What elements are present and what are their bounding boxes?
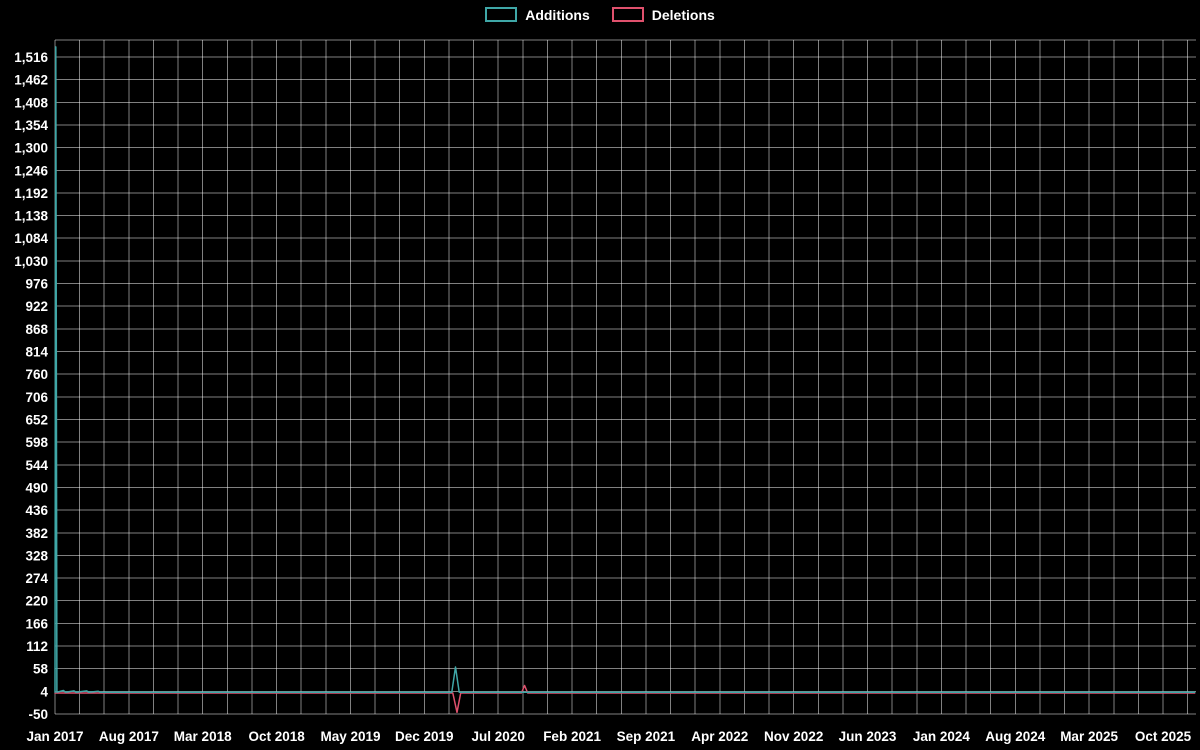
svg-text:220: 220 bbox=[25, 594, 48, 609]
svg-text:166: 166 bbox=[25, 616, 48, 631]
svg-text:1,084: 1,084 bbox=[14, 231, 48, 246]
svg-text:112: 112 bbox=[26, 639, 48, 654]
svg-text:814: 814 bbox=[25, 345, 48, 360]
legend-item-additions[interactable]: Additions bbox=[485, 7, 590, 22]
svg-text:Sep 2021: Sep 2021 bbox=[617, 729, 676, 744]
svg-text:Nov 2022: Nov 2022 bbox=[764, 729, 823, 744]
svg-text:1,138: 1,138 bbox=[14, 209, 48, 224]
svg-text:328: 328 bbox=[25, 548, 48, 563]
svg-text:Aug 2024: Aug 2024 bbox=[985, 729, 1046, 744]
svg-text:868: 868 bbox=[25, 322, 48, 337]
svg-text:1,192: 1,192 bbox=[14, 186, 48, 201]
deletions-swatch-icon bbox=[611, 7, 644, 22]
additions-swatch-icon bbox=[485, 7, 518, 22]
svg-text:1,030: 1,030 bbox=[14, 254, 48, 269]
svg-text:Apr 2022: Apr 2022 bbox=[691, 729, 748, 744]
svg-text:Oct 2018: Oct 2018 bbox=[248, 729, 305, 744]
svg-text:490: 490 bbox=[25, 480, 48, 495]
svg-text:Oct 2025: Oct 2025 bbox=[1135, 729, 1192, 744]
svg-text:760: 760 bbox=[25, 367, 48, 382]
svg-text:Jan 2024: Jan 2024 bbox=[913, 729, 971, 744]
legend-item-deletions[interactable]: Deletions bbox=[611, 6, 715, 23]
chart-legend: Additions Deletions bbox=[0, 7, 1200, 22]
svg-text:598: 598 bbox=[25, 435, 48, 450]
svg-text:1,462: 1,462 bbox=[14, 73, 48, 88]
svg-text:436: 436 bbox=[25, 503, 48, 518]
svg-text:382: 382 bbox=[25, 526, 48, 541]
legend-label-additions: Additions bbox=[525, 6, 590, 23]
svg-text:Jun 2023: Jun 2023 bbox=[839, 729, 897, 744]
svg-text:-50: -50 bbox=[28, 707, 48, 722]
svg-text:Mar 2025: Mar 2025 bbox=[1060, 729, 1118, 744]
svg-text:274: 274 bbox=[25, 571, 48, 586]
svg-text:544: 544 bbox=[25, 458, 48, 473]
svg-text:1,516: 1,516 bbox=[14, 50, 48, 65]
svg-text:Feb 2021: Feb 2021 bbox=[543, 729, 601, 744]
legend-label-deletions: Deletions bbox=[651, 6, 715, 23]
svg-text:4: 4 bbox=[40, 684, 48, 699]
svg-text:706: 706 bbox=[25, 390, 48, 405]
svg-text:976: 976 bbox=[25, 277, 48, 292]
svg-text:652: 652 bbox=[25, 413, 48, 428]
svg-text:58: 58 bbox=[33, 662, 49, 677]
svg-text:Jul 2020: Jul 2020 bbox=[472, 729, 525, 744]
svg-text:1,246: 1,246 bbox=[14, 163, 48, 178]
svg-text:1,408: 1,408 bbox=[14, 95, 48, 110]
svg-text:Mar 2018: Mar 2018 bbox=[174, 729, 232, 744]
svg-text:Dec 2019: Dec 2019 bbox=[395, 729, 454, 744]
svg-text:922: 922 bbox=[25, 299, 48, 314]
svg-text:Aug 2017: Aug 2017 bbox=[99, 729, 159, 744]
svg-text:May 2019: May 2019 bbox=[320, 729, 380, 744]
svg-text:Jan 2017: Jan 2017 bbox=[26, 729, 83, 744]
svg-text:1,354: 1,354 bbox=[14, 118, 48, 133]
svg-text:1,300: 1,300 bbox=[14, 141, 48, 156]
